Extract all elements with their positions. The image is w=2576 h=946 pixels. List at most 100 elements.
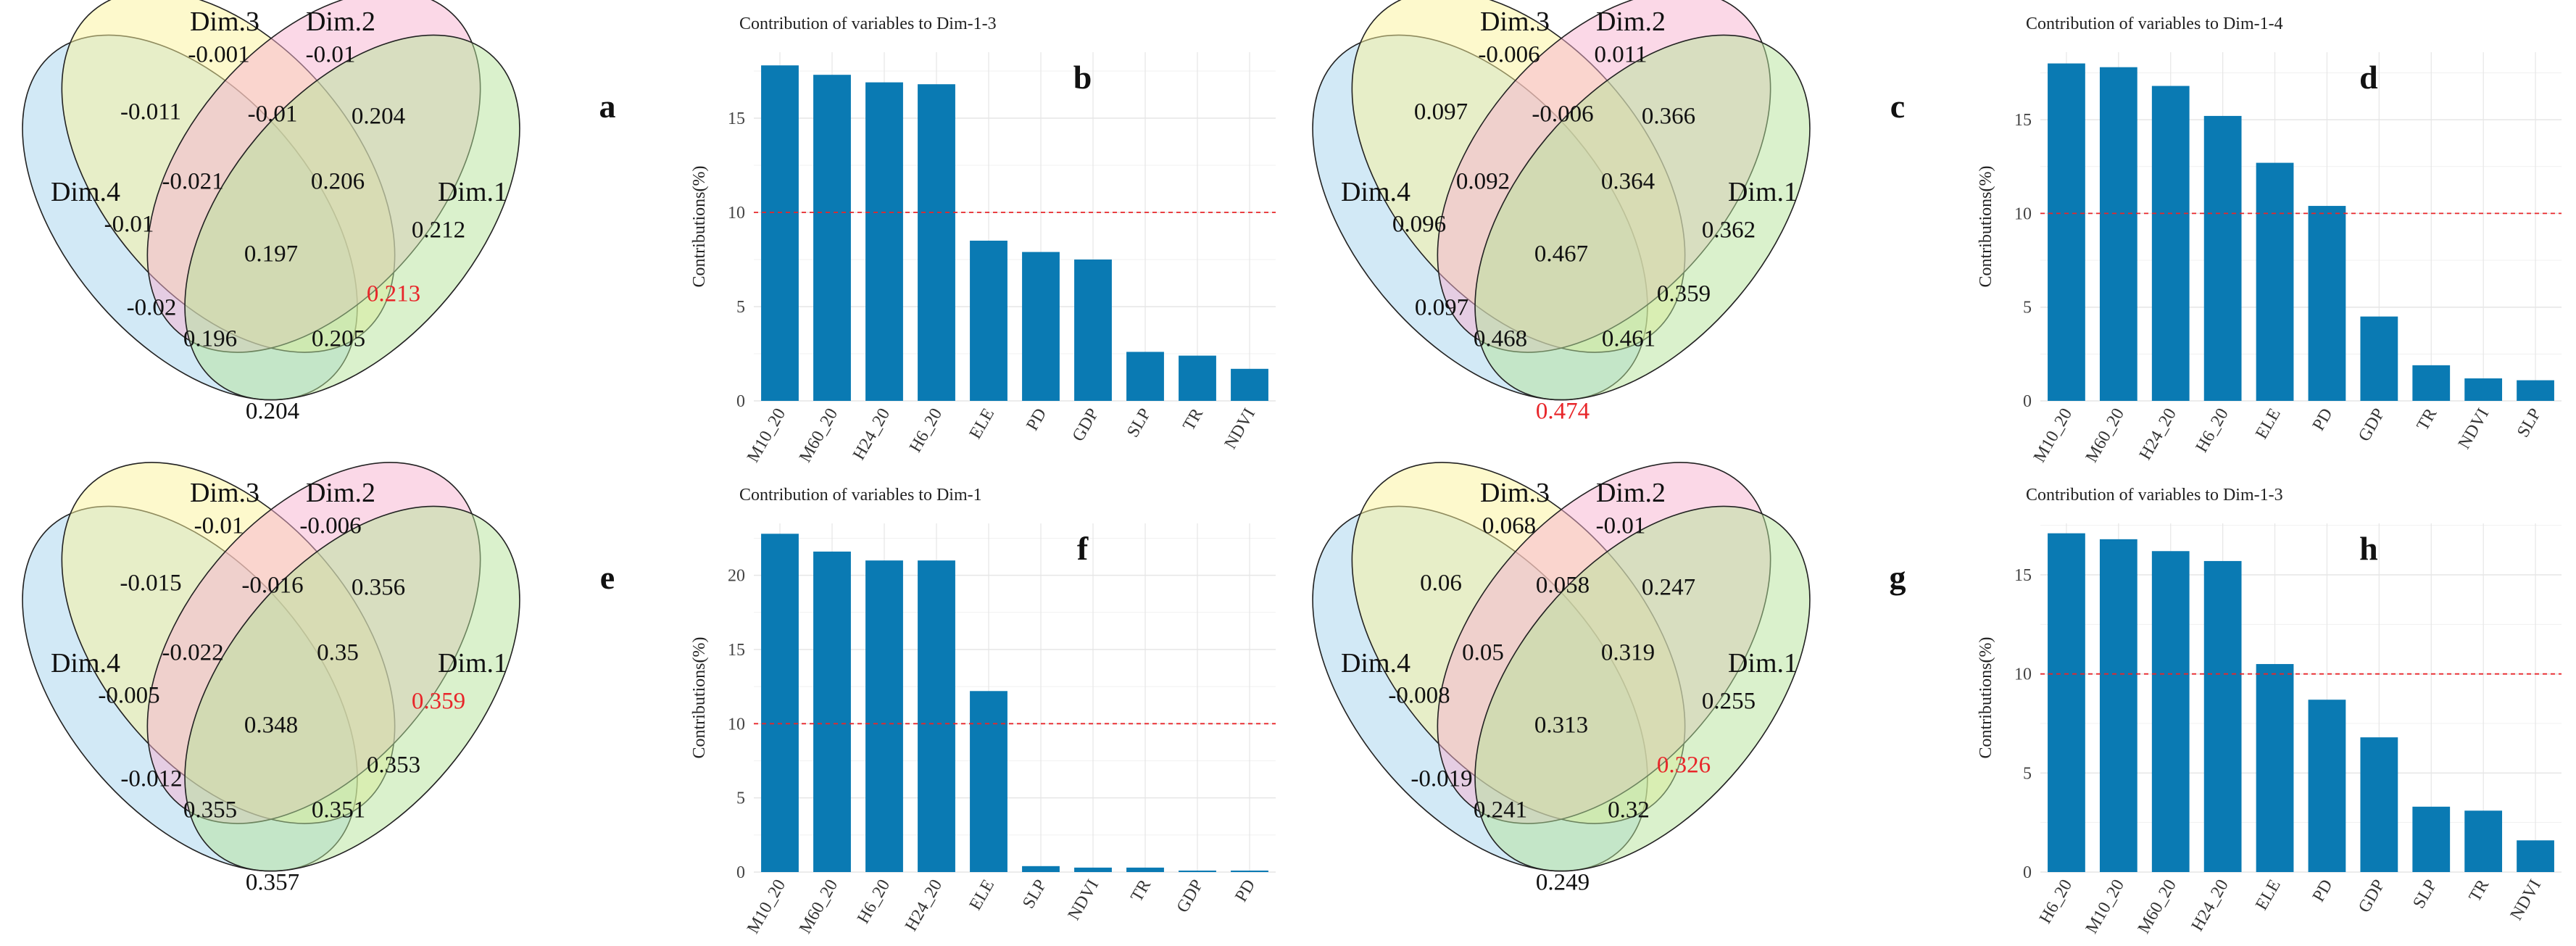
venn-ellipse-dim1 xyxy=(1474,505,1811,872)
y-tick-label: 10 xyxy=(728,715,745,734)
x-tick-label: H6_20 xyxy=(854,876,894,927)
bar-PD xyxy=(2308,206,2346,401)
bar-H6_20 xyxy=(865,560,903,872)
bar-M60_20 xyxy=(2099,67,2137,401)
venn-value-d1234: 0.348 xyxy=(244,713,298,739)
venn-value-only3: -0.001 xyxy=(188,42,249,68)
bar-SLP xyxy=(2517,380,2554,401)
y-tick-label: 0 xyxy=(2023,392,2032,411)
x-tick-label: PD xyxy=(2309,876,2337,905)
bar-NDVI xyxy=(2464,378,2503,401)
venn-value-d14: 0.249 xyxy=(1536,870,1590,896)
bar-PD xyxy=(1022,252,1060,401)
venn-value-d123: 0.364 xyxy=(1601,169,1655,195)
venn-ellipse-dim1 xyxy=(1474,34,1811,401)
venn-panel-e: Dim.3 Dim.2 Dim.4 Dim.1 -0.01 -0.006 -0.005 0.3… xyxy=(0,462,638,946)
bar-H24_20 xyxy=(2151,86,2190,401)
x-tick-label: M10_20 xyxy=(2082,876,2128,937)
venn-value-only1: 0.359 xyxy=(412,689,465,715)
y-axis-label: Contributions(%) xyxy=(690,637,709,759)
venn-label-dim1: Dim.1 xyxy=(1728,177,1798,207)
venn-value-d134: 0.359 xyxy=(1657,281,1711,307)
venn-value-d24: -0.012 xyxy=(120,766,182,792)
venn-value-d124: 0.468 xyxy=(1474,326,1527,352)
panel-letter-g: g xyxy=(1890,559,1906,596)
bar-NDVI xyxy=(2517,840,2554,872)
bar-TR xyxy=(2464,810,2503,872)
y-axis-label: Contributions(%) xyxy=(1977,166,1995,288)
bar-ELE xyxy=(2256,664,2294,872)
venn-value-d1234: 0.313 xyxy=(1534,713,1588,739)
y-tick-label: 15 xyxy=(728,641,745,660)
x-tick-label: PD xyxy=(2309,405,2337,434)
x-tick-label: H6_20 xyxy=(2193,405,2232,456)
venn-ellipse-dim1 xyxy=(184,505,520,872)
venn-panel-g: Dim.3 Dim.2 Dim.4 Dim.1 0.068 -0.01 -0.008 0.25… xyxy=(1290,462,1928,946)
venn-value-d124: 0.241 xyxy=(1474,797,1527,823)
bar-chart-f: Contribution of variables to Dim-1 0 5 10 15… xyxy=(690,486,1276,937)
bar-GDP xyxy=(2360,316,2398,401)
x-tick-label: M60_20 xyxy=(796,876,842,937)
venn-label-dim1: Dim.1 xyxy=(438,648,507,679)
venn-value-only3: 0.068 xyxy=(1482,513,1536,539)
venn-value-d24: -0.02 xyxy=(127,295,177,321)
x-tick-label: GDP xyxy=(2355,405,2389,445)
venn-value-only3: -0.01 xyxy=(194,513,244,539)
bar-M10_20 xyxy=(761,65,799,401)
venn-diagram-c: Dim.3 Dim.2 Dim.4 Dim.1 -0.006 0.011 0.096 0.36… xyxy=(1312,0,1905,425)
y-tick-label: 5 xyxy=(736,298,745,317)
y-axis-label: Contributions(%) xyxy=(1977,637,1995,759)
venn-value-d1x: 0.32 xyxy=(1608,797,1650,823)
venn-label-dim1: Dim.1 xyxy=(438,177,507,207)
x-tick-label: NDVI xyxy=(1221,405,1260,452)
x-tick-label: ELE xyxy=(2252,876,2285,913)
x-tick-label: PD xyxy=(1231,876,1259,905)
bar-chart-b: Contribution of variables to Dim-1-3 0 5 10… xyxy=(690,14,1276,465)
y-axis-label: Contributions(%) xyxy=(690,166,709,288)
venn-value-d1x: 0.461 xyxy=(1602,326,1655,352)
venn-value-d12: 0.204 xyxy=(352,104,405,130)
venn-diagram-g: Dim.3 Dim.2 Dim.4 Dim.1 0.068 -0.01 -0.008 0.25… xyxy=(1312,462,1906,896)
bar-panel-d: Contribution of variables to Dim-1-4 0 5 10… xyxy=(1953,0,2576,471)
venn-label-dim2: Dim.2 xyxy=(306,478,375,508)
venn-value-d12: 0.356 xyxy=(352,575,405,601)
venn-value-only2: -0.006 xyxy=(299,513,361,539)
y-tick-label: 15 xyxy=(728,109,745,128)
x-tick-label: M10_20 xyxy=(2030,405,2076,465)
x-tick-label: SLP xyxy=(1123,405,1155,441)
x-tick-label: M60_20 xyxy=(2135,876,2180,937)
bar-GDP xyxy=(1179,870,1216,872)
bar-M10_20 xyxy=(2099,539,2137,872)
panel-letter-e: e xyxy=(600,559,615,596)
venn-value-d234: -0.021 xyxy=(162,169,223,195)
bar-SLP xyxy=(1126,352,1164,401)
bar-NDVI xyxy=(1231,368,1268,401)
x-tick-label: GDP xyxy=(1173,876,1208,916)
x-tick-label: H24_20 xyxy=(2188,876,2232,934)
chart-title: Contribution of variables to Dim-1-4 xyxy=(2026,14,2283,33)
x-tick-label: ELE xyxy=(2252,405,2285,442)
y-tick-label: 5 xyxy=(2023,764,2032,783)
venn-value-only1: 0.212 xyxy=(412,217,465,244)
x-tick-label: TR xyxy=(2414,405,2441,434)
venn-value-d14: 0.474 xyxy=(1536,399,1590,425)
x-tick-label: M60_20 xyxy=(796,405,842,465)
bar-M10_20 xyxy=(2048,63,2085,402)
venn-label-dim1: Dim.1 xyxy=(1728,648,1798,679)
bar-H6_20 xyxy=(2048,533,2085,872)
chart-title: Contribution of variables to Dim-1-3 xyxy=(2026,486,2283,505)
x-tick-label: NDVI xyxy=(1065,876,1103,924)
venn-value-d14: 0.204 xyxy=(246,399,299,425)
bar-ELE xyxy=(970,241,1007,401)
venn-value-d1234: 0.197 xyxy=(244,241,298,267)
y-tick-label: 10 xyxy=(728,204,745,223)
venn-value-d34: -0.015 xyxy=(120,570,181,597)
bar-H24_20 xyxy=(865,82,903,401)
x-tick-label: ELE xyxy=(966,876,999,913)
x-tick-label: PD xyxy=(1023,405,1050,434)
x-tick-label: ELE xyxy=(966,405,999,442)
venn-value-only4: -0.008 xyxy=(1388,683,1450,709)
venn-panel-a: Dim.3 Dim.2 Dim.4 Dim.1 -0.001 -0.01 -0.01 0.21… xyxy=(0,0,638,471)
venn-value-d134: 0.353 xyxy=(367,752,420,779)
venn-value-d234: -0.022 xyxy=(162,640,223,666)
